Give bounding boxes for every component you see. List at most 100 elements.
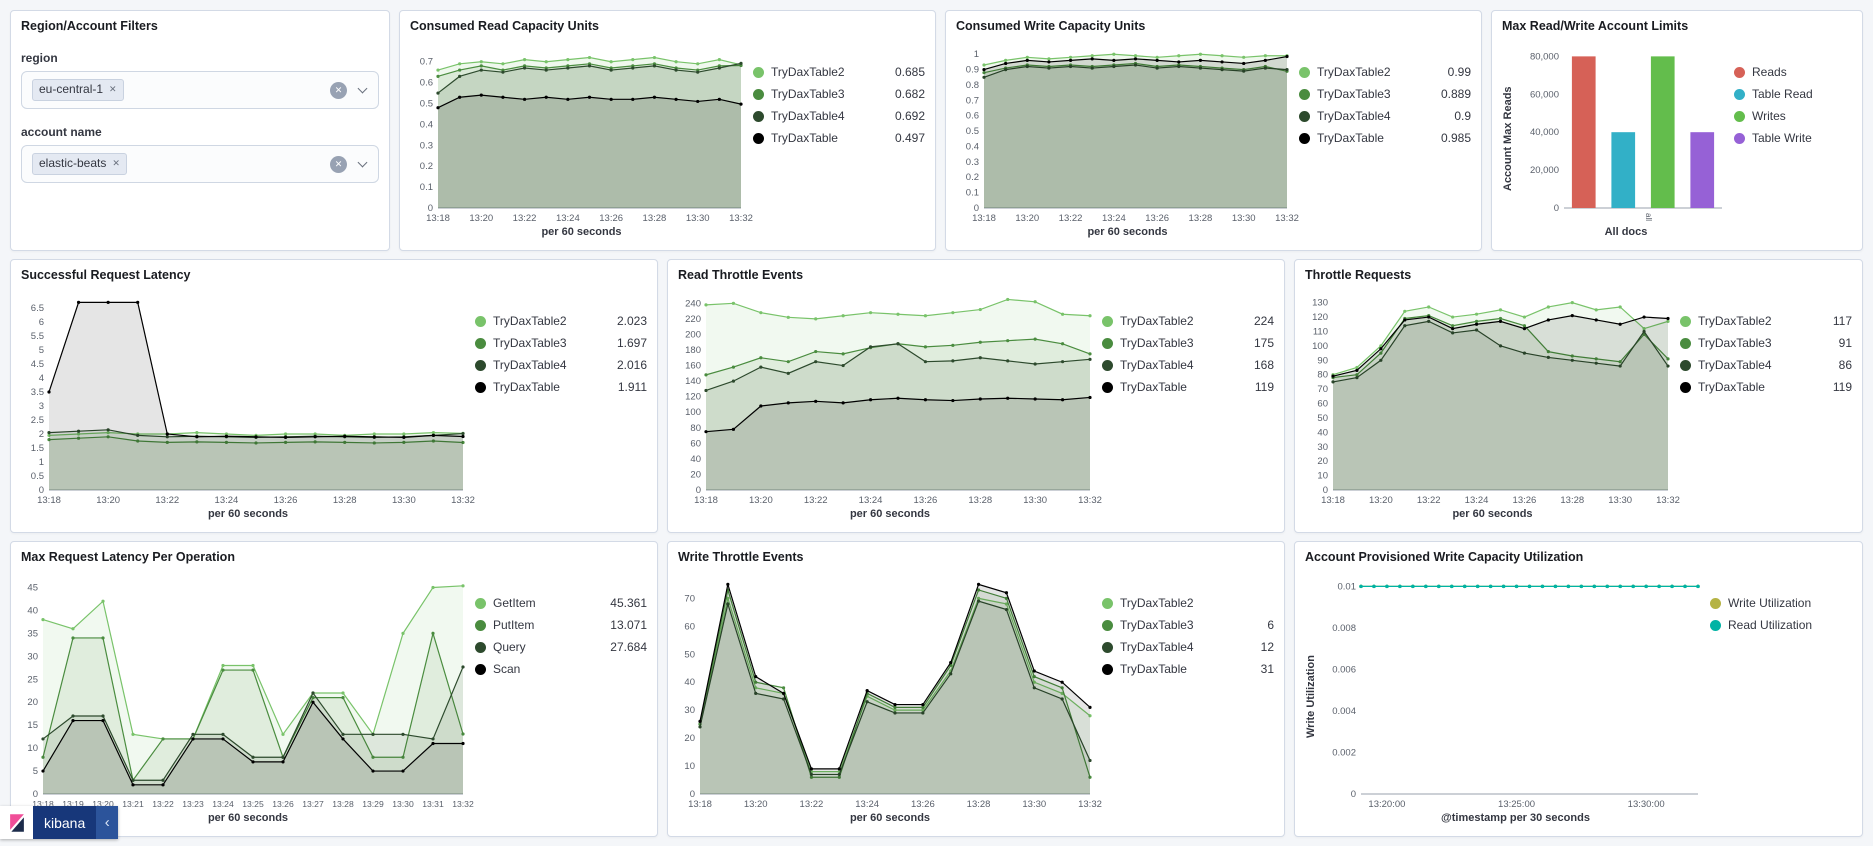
svg-text:30: 30 xyxy=(27,651,38,662)
legend-item[interactable]: TryDaxTable 119 xyxy=(1102,380,1274,394)
legend-item[interactable]: Query 27.684 xyxy=(475,640,647,654)
svg-text:13:18: 13:18 xyxy=(37,495,61,506)
legend-series-value: 2.023 xyxy=(616,314,647,328)
svg-text:0.008: 0.008 xyxy=(1332,623,1356,634)
legend-series-value: 86 xyxy=(1838,358,1852,372)
legend-item[interactable]: Write Utilization xyxy=(1710,596,1852,610)
svg-text:13:22: 13:22 xyxy=(152,799,174,809)
legend-item[interactable]: TryDaxTable4 86 xyxy=(1680,358,1852,372)
account-selected-pill[interactable]: elastic-beats ✕ xyxy=(32,153,127,175)
legend-item[interactable]: TryDaxTable 0.985 xyxy=(1299,131,1471,145)
legend-item[interactable]: Read Utilization xyxy=(1710,618,1852,632)
svg-text:13:20: 13:20 xyxy=(92,799,114,809)
max-account-limits-chart[interactable]: 0 20,000 40,000 60,000 80,000 all xyxy=(1518,35,1734,226)
clear-region-button[interactable]: ✕ xyxy=(330,81,347,99)
svg-text:13:28: 13:28 xyxy=(1189,213,1213,224)
svg-text:50: 50 xyxy=(1317,413,1328,424)
legend-item[interactable]: TryDaxTable2 224 xyxy=(1102,314,1274,328)
legend-item[interactable]: TryDaxTable4 12 xyxy=(1102,640,1274,654)
remove-account-icon[interactable]: ✕ xyxy=(112,158,120,169)
legend-series-name: TryDaxTable3 xyxy=(1317,87,1391,101)
legend-item[interactable]: TryDaxTable3 175 xyxy=(1102,336,1274,350)
account-name-label: account name xyxy=(21,125,102,139)
max-request-latency-chart[interactable]: 0 5 10 15 20 25 30 35 40 45 13:18 13:19 13:20 13:21 13… xyxy=(21,566,475,812)
kibana-logo[interactable] xyxy=(0,806,33,839)
legend-item[interactable]: Writes xyxy=(1734,109,1852,123)
x-axis-label: per 60 seconds xyxy=(207,508,289,520)
consumed-write-capacity-chart[interactable]: 0 0.1 0.2 0.3 0.4 0.5 0.6 0.7 0.8 0.9 1 13:18 13:20 1… xyxy=(956,35,1299,226)
svg-text:0.7: 0.7 xyxy=(966,95,979,106)
legend-item[interactable]: TryDaxTable2 0.99 xyxy=(1299,65,1471,79)
legend-item[interactable]: TryDaxTable4 168 xyxy=(1102,358,1274,372)
legend-item[interactable]: TryDaxTable3 1.697 xyxy=(475,336,647,350)
legend-item[interactable]: PutItem 13.071 xyxy=(475,618,647,632)
legend-item[interactable]: TryDaxTable4 0.692 xyxy=(753,109,925,123)
legend-series-value: 45.361 xyxy=(610,596,647,610)
svg-text:all: all xyxy=(1644,213,1653,221)
legend-item[interactable]: TryDaxTable2 2.023 xyxy=(475,314,647,328)
successful-request-latency-chart[interactable]: 0 0.5 1 1.5 2 2.5 3 3.5 4 4.5 5 5.5 6 6.5 13:18 13:20 13… xyxy=(21,284,475,508)
svg-text:13:18: 13:18 xyxy=(694,495,718,506)
legend-item[interactable]: TryDaxTable2 xyxy=(1102,596,1274,610)
legend-item[interactable]: TryDaxTable3 91 xyxy=(1680,336,1852,350)
svg-text:13:32: 13:32 xyxy=(1275,213,1299,224)
region-selected-pill[interactable]: eu-central-1 ✕ xyxy=(32,79,124,101)
remove-region-icon[interactable]: ✕ xyxy=(109,84,117,95)
panel-max-request-latency: Max Request Latency Per Operation 0 5 10 15… xyxy=(10,541,658,837)
legend-item[interactable]: TryDaxTable 31 xyxy=(1102,662,1274,676)
legend-item[interactable]: GetItem 45.361 xyxy=(475,596,647,610)
account-write-utilization-chart[interactable]: 0 0.002 0.004 0.006 0.008 0.01 13:20:00 13:25:0… xyxy=(1321,566,1710,812)
legend-item[interactable]: TryDaxTable3 0.889 xyxy=(1299,87,1471,101)
legend-item[interactable]: TryDaxTable2 0.685 xyxy=(753,65,925,79)
legend-item[interactable]: Table Reads xyxy=(1734,87,1852,101)
svg-text:13:32: 13:32 xyxy=(1656,495,1680,506)
legend-item[interactable]: Reads xyxy=(1734,65,1852,79)
kibana-brand-label: kibana xyxy=(44,814,86,831)
legend-item[interactable]: TryDaxTable 119 xyxy=(1680,380,1852,394)
legend-swatch-icon xyxy=(1710,597,1721,609)
svg-text:0.5: 0.5 xyxy=(31,471,44,482)
consumed-read-capacity-chart[interactable]: 0 0.1 0.2 0.3 0.4 0.5 0.6 0.7 13:18 13:20 13:22 13:… xyxy=(410,35,753,226)
legend-item[interactable]: Table Writes xyxy=(1734,131,1852,145)
region-combobox[interactable]: eu-central-1 ✕ ✕ xyxy=(21,71,379,109)
legend-series-name: TryDaxTable3 xyxy=(1698,336,1772,350)
svg-text:20,000: 20,000 xyxy=(1530,165,1559,176)
legend-item[interactable]: TryDaxTable2 117 xyxy=(1680,314,1852,328)
legend-item[interactable]: Scan xyxy=(475,662,647,676)
legend-item[interactable]: TryDaxTable 1.911 xyxy=(475,380,647,394)
legend-item[interactable]: TryDaxTable4 2.016 xyxy=(475,358,647,372)
svg-text:0: 0 xyxy=(428,203,433,214)
chevron-down-icon[interactable] xyxy=(357,157,368,168)
svg-text:40: 40 xyxy=(690,454,701,465)
svg-text:13:32: 13:32 xyxy=(1078,495,1102,506)
legend-item[interactable]: TryDaxTable4 0.9 xyxy=(1299,109,1471,123)
legend-series-name: GetItem xyxy=(493,596,536,610)
svg-text:13:20: 13:20 xyxy=(469,213,493,224)
x-axis-label: per 60 seconds xyxy=(541,226,622,238)
legend-item[interactable]: TryDaxTable 0.497 xyxy=(753,131,925,145)
legend-series-value: 1.911 xyxy=(617,380,647,394)
read-throttle-events-chart[interactable]: 0 20 40 60 80 100 120 140 160 180 200 220 240 13:18 13… xyxy=(678,284,1102,508)
svg-text:0.006: 0.006 xyxy=(1332,664,1356,675)
throttle-requests-chart[interactable]: 0 10 20 30 40 50 60 70 80 90 100 110 120 130 13:18 13:2… xyxy=(1305,284,1680,508)
nav-collapse-button[interactable]: ‹ xyxy=(96,806,119,839)
svg-text:13:26: 13:26 xyxy=(911,799,935,810)
legend-series-value: 6 xyxy=(1267,618,1274,632)
svg-text:13:28: 13:28 xyxy=(332,799,354,809)
svg-text:40: 40 xyxy=(1317,427,1328,438)
chevron-down-icon[interactable] xyxy=(357,83,368,94)
clear-account-button[interactable]: ✕ xyxy=(330,155,347,173)
svg-text:0.5: 0.5 xyxy=(966,126,979,137)
svg-text:45: 45 xyxy=(27,582,38,593)
svg-text:0: 0 xyxy=(696,485,701,496)
legend-item[interactable]: TryDaxTable3 0.682 xyxy=(753,87,925,101)
svg-text:10: 10 xyxy=(1317,471,1328,482)
svg-text:13:18: 13:18 xyxy=(688,799,712,810)
legend-item[interactable]: TryDaxTable3 6 xyxy=(1102,618,1274,632)
write-throttle-events-chart[interactable]: 0 10 20 30 40 50 60 70 13:18 13:20 13:22 13:24 13:26… xyxy=(678,566,1102,812)
account-combobox[interactable]: elastic-beats ✕ ✕ xyxy=(21,145,379,183)
legend-series-name: Read Utilization xyxy=(1728,618,1812,632)
read-throttle-events-legend: TryDaxTable2 224 TryDaxTable3 175 TryDaxTabl… xyxy=(1102,284,1274,524)
legend-series-name: TryDaxTable4 xyxy=(771,109,845,123)
svg-text:5.5: 5.5 xyxy=(31,331,44,342)
